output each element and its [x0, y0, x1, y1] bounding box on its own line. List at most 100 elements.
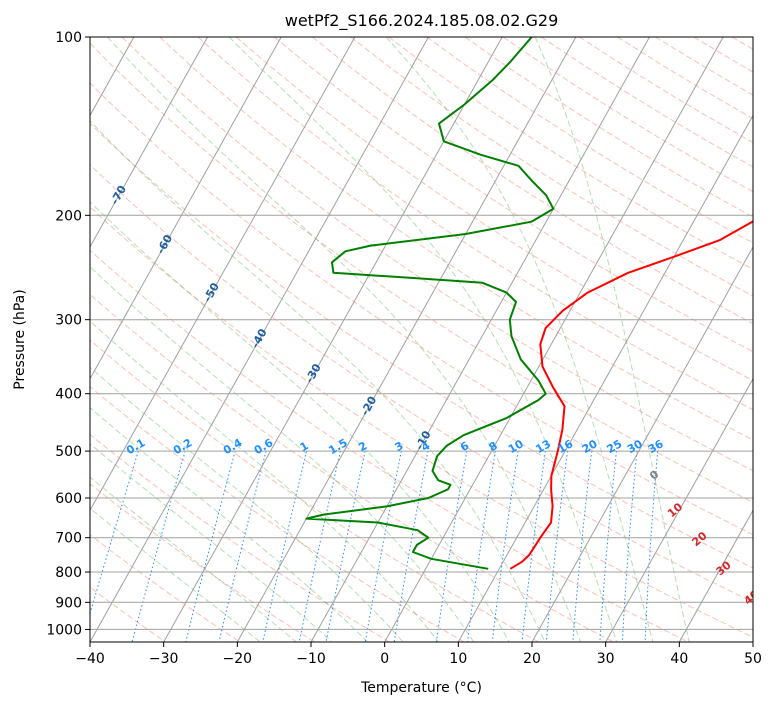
mixing-ratio-label: 25 — [605, 437, 625, 456]
mixing-ratio-line — [325, 450, 366, 642]
mixing-ratio-label: 0.4 — [221, 436, 245, 457]
mixing-ratio-line — [262, 450, 308, 642]
dry-adiabat-line — [90, 385, 465, 642]
isotherm-line — [90, 37, 208, 249]
mixing-ratio-line — [364, 450, 402, 642]
x-tick-label: 10 — [449, 651, 467, 667]
mixing-ratio-labels: 0.1 0.2 0.4 0.6 1 1.5 2 3 4 6 8 10 13 16 20 25 30 36 — [124, 436, 666, 457]
isotherm-label: -50 — [201, 280, 222, 304]
dry-adiabat-line — [159, 37, 753, 441]
isotherm-label: -80 — [59, 139, 80, 163]
y-tick-label: 600 — [55, 491, 82, 507]
mixing-ratio-label: 0.6 — [252, 436, 276, 457]
mixing-ratio-label: 8 — [487, 439, 500, 454]
mixing-ratio-label: 4 — [419, 439, 432, 454]
dry-adiabat-line — [90, 82, 753, 536]
moist-adiabat-line — [90, 366, 404, 642]
y-tick-label: 300 — [55, 313, 82, 329]
moist-adiabat-label: 40 — [741, 587, 761, 607]
isotherm-label: -70 — [108, 183, 129, 207]
dry-adiabat-line — [90, 249, 689, 642]
dry-adiabat-line — [502, 37, 753, 193]
y-axis-label: Pressure (hPa) — [12, 289, 28, 389]
mixing-ratio-label: 2 — [356, 439, 369, 454]
isotherm-label: -40 — [249, 326, 270, 350]
moist-adiabat-line — [385, 37, 654, 642]
dry-adiabat-line — [90, 164, 753, 603]
dry-adiabat-line — [617, 37, 753, 120]
y-tick-label: 500 — [55, 444, 82, 460]
dry-adiabat-line — [90, 42, 753, 503]
x-axis-label: Temperature (°C) — [360, 680, 482, 696]
plot-frame — [89, 36, 754, 643]
isotherm-line — [384, 37, 724, 642]
x-tick-label: 50 — [744, 651, 762, 667]
isotherm-label: -60 — [154, 232, 175, 256]
x-tick-label: 20 — [523, 651, 541, 667]
mixing-ratio-line — [521, 451, 546, 642]
mixing-ratio-line — [90, 450, 139, 616]
isobars — [90, 37, 753, 630]
dry-adiabat-line — [90, 483, 315, 642]
isotherm-line — [752, 640, 753, 642]
dry-adiabat-line — [770, 37, 775, 642]
isotherm-line — [163, 37, 503, 642]
isotherm-label: -30 — [303, 361, 324, 385]
y-tick-label: 900 — [55, 595, 82, 611]
dry-adiabats — [90, 37, 775, 642]
dry-adiabat-line — [388, 37, 753, 270]
mixing-ratio-line — [393, 451, 429, 642]
moist-adiabat-line — [228, 37, 618, 642]
mixing-ratio-label: 10 — [506, 437, 526, 456]
isotherm-line — [0, 37, 60, 642]
moist-adiabats — [90, 37, 690, 642]
dry-adiabat-line — [464, 37, 753, 218]
mixing-ratio-line — [621, 451, 638, 642]
dry-adiabat-line — [90, 433, 390, 642]
dry-adiabat-line — [90, 122, 753, 569]
moist-adiabat-line — [90, 476, 297, 642]
mixing-ratio-label: 16 — [556, 437, 576, 456]
dry-adiabat-line — [90, 586, 166, 642]
y-tick-label: 100 — [55, 30, 82, 46]
mixing-ratio-lines — [90, 450, 659, 642]
profiles — [305, 37, 753, 570]
dewpoint-profile — [305, 37, 555, 570]
y-tick-label: 800 — [55, 565, 82, 581]
mixing-ratio-line — [599, 451, 617, 642]
isotherm-line — [236, 37, 577, 642]
dry-adiabat-line — [121, 37, 753, 472]
isotherms — [0, 37, 753, 642]
isotherm-line — [90, 37, 356, 512]
x-tick-label: −30 — [149, 651, 179, 667]
moist-adiabat-label: 0 — [647, 468, 661, 483]
moist-adiabat-line — [90, 200, 510, 642]
mixing-ratio-line — [491, 451, 519, 642]
y-tick-label: 400 — [55, 387, 82, 403]
isotherm-line — [605, 377, 753, 642]
mixing-ratio-line — [572, 451, 593, 642]
moist-adiabat-line — [90, 320, 439, 642]
temperature-profile — [509, 219, 753, 570]
dry-adiabat-line — [90, 293, 614, 642]
dry-adiabat-line — [693, 37, 753, 73]
mixing-ratio-line — [435, 451, 468, 642]
moist-adiabat-line — [90, 507, 261, 642]
moist-adiabat-line — [90, 406, 368, 642]
x-tick-label: −10 — [296, 651, 326, 667]
x-tick-label: −20 — [223, 651, 253, 667]
mixing-ratio-label: 1.5 — [326, 436, 349, 457]
mixing-ratio-label: 1 — [298, 439, 311, 454]
x-axis: −40 −30 −20 −10 0 10 20 30 40 50 — [75, 642, 762, 667]
moist-adiabat-label: 20 — [689, 529, 709, 549]
dry-adiabat-line — [655, 37, 753, 96]
mixing-ratio-line — [185, 450, 236, 642]
mixing-ratio-label: 36 — [646, 437, 666, 456]
x-tick-label: 40 — [670, 651, 688, 667]
chart-title: wetPf2_S166.2024.185.08.02.G29 — [285, 11, 559, 31]
moist-adiabat-line — [90, 120, 546, 642]
mixing-ratio-label: 0.1 — [124, 436, 147, 457]
isotherm-line — [678, 509, 753, 642]
x-tick-label: −40 — [75, 651, 105, 667]
